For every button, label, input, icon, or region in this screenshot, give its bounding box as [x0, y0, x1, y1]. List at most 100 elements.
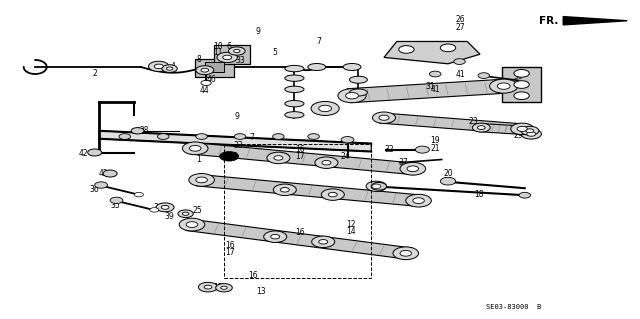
Circle shape: [189, 145, 201, 151]
Circle shape: [157, 134, 169, 139]
Text: 35: 35: [110, 201, 120, 210]
Circle shape: [519, 192, 531, 198]
Polygon shape: [380, 113, 526, 134]
Circle shape: [204, 285, 212, 289]
Circle shape: [429, 71, 441, 77]
Text: 10: 10: [212, 42, 223, 51]
Ellipse shape: [343, 63, 361, 70]
Circle shape: [264, 231, 287, 242]
Text: 26: 26: [456, 15, 466, 24]
Circle shape: [338, 89, 366, 103]
Text: 39: 39: [164, 212, 174, 221]
Circle shape: [196, 134, 207, 139]
Text: 31: 31: [425, 82, 435, 91]
Circle shape: [521, 129, 541, 139]
Text: FR.: FR.: [539, 16, 558, 26]
Ellipse shape: [285, 75, 304, 81]
Text: 16: 16: [294, 228, 305, 237]
Circle shape: [196, 177, 207, 183]
Ellipse shape: [285, 112, 304, 118]
Circle shape: [161, 205, 169, 209]
Circle shape: [182, 142, 208, 155]
Circle shape: [319, 240, 328, 244]
Text: 7: 7: [250, 133, 255, 142]
Text: 1: 1: [196, 155, 201, 164]
Text: 5: 5: [273, 48, 278, 57]
Ellipse shape: [308, 63, 326, 70]
Text: 12: 12: [346, 220, 355, 229]
Text: 6: 6: [227, 42, 232, 51]
Circle shape: [220, 152, 239, 161]
Circle shape: [514, 92, 529, 100]
Text: 28: 28: [140, 126, 148, 135]
Circle shape: [315, 157, 338, 168]
Circle shape: [321, 189, 344, 200]
Circle shape: [217, 52, 237, 63]
Circle shape: [271, 234, 280, 239]
Circle shape: [234, 49, 240, 53]
Circle shape: [497, 83, 510, 89]
Circle shape: [201, 68, 209, 72]
Circle shape: [372, 184, 381, 189]
Ellipse shape: [285, 100, 304, 107]
Circle shape: [150, 208, 159, 212]
Text: 34: 34: [154, 203, 164, 212]
Ellipse shape: [285, 65, 304, 72]
Circle shape: [228, 47, 245, 55]
Text: 9: 9: [255, 27, 260, 36]
Circle shape: [379, 115, 389, 120]
Text: 24: 24: [340, 152, 351, 161]
Text: 44: 44: [200, 86, 210, 95]
Text: 25: 25: [192, 206, 202, 215]
Circle shape: [186, 222, 198, 227]
Circle shape: [221, 286, 227, 289]
Text: 16: 16: [225, 241, 236, 250]
Text: 33: 33: [235, 56, 245, 65]
Circle shape: [472, 123, 490, 132]
Text: 36: 36: [90, 185, 100, 194]
Text: 17: 17: [225, 248, 236, 256]
Circle shape: [440, 44, 456, 52]
Circle shape: [478, 73, 490, 78]
Polygon shape: [479, 123, 532, 135]
Circle shape: [162, 65, 177, 72]
Text: 14: 14: [346, 227, 356, 236]
Text: 33: 33: [233, 141, 243, 150]
Circle shape: [366, 181, 387, 191]
Circle shape: [511, 123, 534, 135]
Text: 38: 38: [203, 284, 213, 293]
Circle shape: [406, 194, 431, 207]
Text: 16: 16: [294, 145, 305, 154]
Polygon shape: [384, 41, 480, 64]
Circle shape: [527, 132, 536, 136]
Circle shape: [95, 182, 108, 188]
Text: 3: 3: [311, 104, 316, 113]
Ellipse shape: [349, 76, 367, 83]
Text: 21: 21: [431, 144, 440, 153]
Circle shape: [179, 218, 205, 231]
Text: 45: 45: [148, 64, 159, 73]
Polygon shape: [190, 143, 418, 175]
Circle shape: [415, 146, 429, 153]
Circle shape: [346, 93, 358, 99]
Text: 22: 22: [444, 177, 452, 186]
Circle shape: [119, 134, 131, 139]
Text: 41: 41: [456, 70, 466, 79]
Circle shape: [131, 128, 144, 134]
Circle shape: [110, 197, 123, 204]
Polygon shape: [99, 131, 371, 152]
Text: 2: 2: [92, 69, 97, 78]
Circle shape: [234, 134, 246, 139]
Circle shape: [308, 134, 319, 139]
Text: 20: 20: [443, 169, 453, 178]
Circle shape: [393, 247, 419, 260]
Polygon shape: [563, 17, 627, 25]
Polygon shape: [196, 174, 424, 207]
Text: 42: 42: [78, 149, 88, 158]
Circle shape: [216, 284, 232, 292]
Ellipse shape: [349, 89, 367, 96]
Circle shape: [328, 192, 337, 197]
Text: 19: 19: [430, 136, 440, 145]
Bar: [195, 59, 234, 77]
Text: 4: 4: [170, 63, 175, 71]
